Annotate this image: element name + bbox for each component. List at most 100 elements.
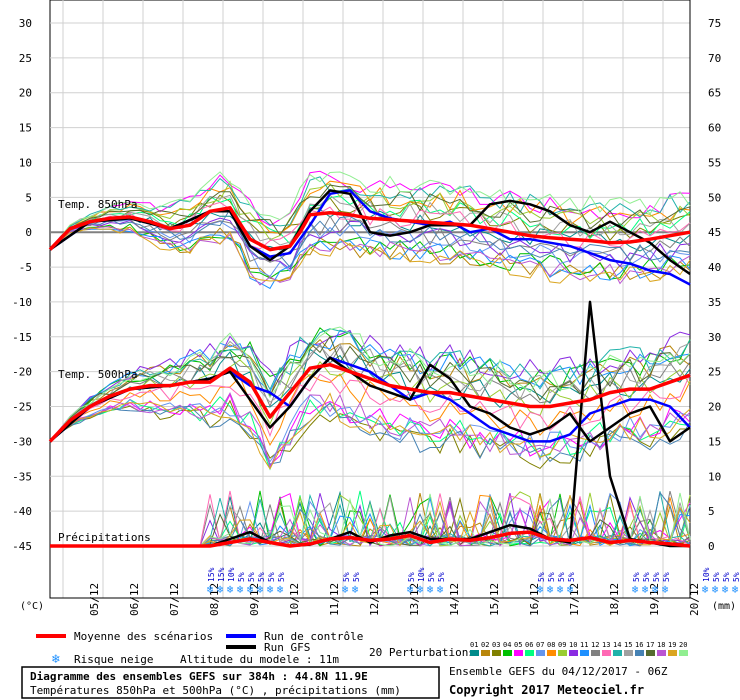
- left-axis-ticks: 30 25 20 15 10 5 0 -5 -10 -15 -20 -25 -30 -35 -40 -45: [12, 17, 32, 553]
- snowflake-icon: ❄: [642, 583, 649, 596]
- left-tick-label: 10: [19, 156, 32, 169]
- footer-box: [21, 666, 440, 699]
- snowflake-icon: ❄: [207, 583, 214, 596]
- perturbation-id-label: 19: [668, 641, 676, 649]
- snow-probability-label: 5%: [267, 572, 276, 582]
- series-t500-moyenne-des-sc-narios: [48, 362, 691, 443]
- perturbation-id-label: 04: [503, 641, 511, 649]
- perturbation-swatch: [646, 650, 655, 656]
- snow-probability-label: 5%: [557, 572, 566, 582]
- snowflake-icon: ❄: [352, 583, 359, 596]
- legend-snow-label: Risque neige: [74, 653, 153, 666]
- snow-probability-label: 5%: [537, 572, 546, 582]
- perturbation-swatch: [569, 650, 578, 656]
- snow-probability-label: 5%: [547, 572, 556, 582]
- left-tick-label: 15: [19, 122, 32, 135]
- left-tick-label: -20: [12, 366, 32, 379]
- snow-probability-label: 10%: [227, 567, 236, 582]
- perturbation-swatch: [679, 650, 688, 656]
- x-tick-label: 08/12: [208, 583, 221, 616]
- right-tick-label: 0: [708, 540, 715, 553]
- main-series-lines: [48, 189, 691, 548]
- snow-probability-label: 10%: [702, 567, 711, 582]
- perturbation-id-label: 11: [580, 641, 588, 649]
- perturbation-swatch: [514, 650, 523, 656]
- snow-probability-label: 5%: [642, 572, 651, 582]
- snowflake-icon: ❄: [557, 583, 564, 596]
- snowflake-icon: ❄: [257, 583, 264, 596]
- right-tick-label: 45: [708, 226, 721, 239]
- x-tick-label: 13/12: [408, 583, 421, 616]
- perturbation-id-label: 12: [591, 641, 599, 649]
- left-tick-label: 5: [25, 191, 32, 204]
- footer-title: Diagramme des ensembles GEFS sur 384h : …: [30, 670, 368, 683]
- snow-probability-label: 5%: [732, 572, 740, 582]
- perturbation-swatch: [470, 650, 479, 656]
- left-tick-label: 20: [19, 87, 32, 100]
- left-tick-label: -40: [12, 505, 32, 518]
- perturbation-id-label: 06: [525, 641, 533, 649]
- perturbation-id-label: 16: [635, 641, 643, 649]
- snow-probability-label: 5%: [237, 572, 246, 582]
- snow-probability-label: 5%: [567, 572, 576, 582]
- right-tick-label: 20: [708, 401, 721, 414]
- left-tick-label: -35: [12, 470, 32, 483]
- left-tick-label: 30: [19, 17, 32, 30]
- perturbation-legend: 01 02 03 04 05 06 07 08 09 10 11 12 13 14 15 16 17 18 19 20: [470, 641, 688, 656]
- snow-probability-label: 5%: [662, 572, 671, 582]
- snowflake-icon: ❄: [417, 583, 424, 596]
- perturbation-18-t500: [49, 391, 691, 469]
- snowflake-icon: ❄: [537, 583, 544, 596]
- snowflake-icon: ❄: [567, 583, 574, 596]
- snow-probability-label: 15%: [207, 567, 216, 582]
- perturbation-swatch: [503, 650, 512, 656]
- perturbation-id-label: 09: [558, 641, 566, 649]
- series-t850-run-gfs: [49, 189, 691, 276]
- perturbation-id-label: 05: [514, 641, 522, 649]
- footer-run-info: Ensemble GEFS du 04/12/2017 - 06Z: [449, 665, 668, 678]
- snowflake-icon: ❄: [437, 583, 444, 596]
- label-t850: Temp. 850hPa: [58, 198, 137, 211]
- snowflake-icon: ❄: [652, 583, 659, 596]
- snow-probability-label: 5%: [277, 572, 286, 582]
- right-tick-label: 35: [708, 296, 721, 309]
- legend-control-label: Run de contrôle: [264, 630, 363, 643]
- snowflake-icon: ❄: [227, 583, 234, 596]
- snowflake-icon: ❄: [342, 583, 349, 596]
- snowflake-icon: ❄: [702, 583, 709, 596]
- perturbation-swatch: [602, 650, 611, 656]
- left-tick-label: -15: [12, 331, 32, 344]
- left-tick-label: 25: [19, 52, 32, 65]
- label-precip: Précipitations: [58, 531, 151, 544]
- label-t500: Temp. 500hPa: [58, 368, 137, 381]
- perturbation-id-label: 08: [547, 641, 555, 649]
- right-tick-label: 40: [708, 261, 721, 274]
- snowflake-icon: ❄: [732, 583, 739, 596]
- perturbation-15-t850: [49, 194, 691, 250]
- footer-subtitle: Températures 850hPa et 500hPa (°C) , pré…: [30, 684, 401, 697]
- perturbation-swatch: [613, 650, 622, 656]
- perturbation-19-t500: [49, 392, 691, 470]
- perturbation-id-label: 18: [657, 641, 665, 649]
- perturbation-swatch: [481, 650, 490, 656]
- perturbation-swatch: [536, 650, 545, 656]
- right-tick-label: 10: [708, 470, 721, 483]
- snow-markers: 15%❄15%❄10%❄5%❄5%❄5%❄5%❄5%❄5%❄5%❄5%❄10%❄…: [207, 567, 740, 596]
- perturbation-06-t500: [49, 396, 691, 471]
- right-tick-label: 70: [708, 52, 721, 65]
- left-tick-label: -45: [12, 540, 32, 553]
- snow-probability-label: 5%: [407, 572, 416, 582]
- snow-probability-label: 5%: [652, 572, 661, 582]
- legend-gfs-label: Run GFS: [264, 641, 310, 654]
- perturbation-id-label: 07: [536, 641, 544, 649]
- perturbation-swatch: [635, 650, 644, 656]
- x-tick-label: 10/12: [288, 583, 301, 616]
- perturbation-id-label: 02: [481, 641, 489, 649]
- left-tick-label: -5: [19, 261, 32, 274]
- left-tick-label: -10: [12, 296, 32, 309]
- perturbation-id-label: 15: [624, 641, 632, 649]
- perturbation-id-label: 03: [492, 641, 500, 649]
- x-tick-label: 18/12: [608, 583, 621, 616]
- snowflake-icon: ❄: [427, 583, 434, 596]
